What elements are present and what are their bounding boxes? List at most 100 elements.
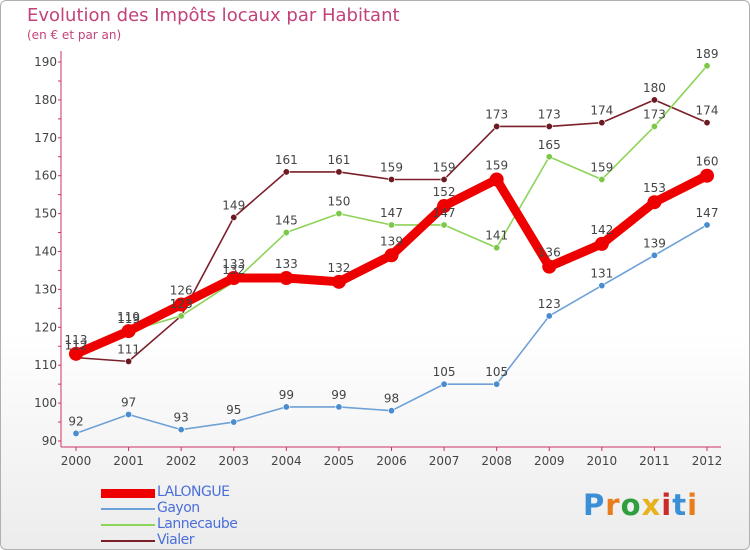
data-point-gayon [177, 426, 185, 434]
data-label-gayon: 99 [279, 388, 294, 402]
data-label-lalongue: 119 [117, 310, 140, 324]
data-point-gayon [335, 403, 343, 411]
data-label-gayon: 97 [121, 395, 136, 409]
data-label-vialer: 173 [485, 107, 508, 121]
x-tick-label: 2011 [639, 454, 670, 468]
data-label-lalongue: 160 [696, 155, 719, 169]
data-label-lalongue: 152 [433, 185, 456, 199]
data-label-vialer: 161 [327, 153, 350, 167]
data-label-gayon: 93 [174, 411, 189, 425]
data-point-lannecaube [493, 244, 501, 252]
data-point-gayon [493, 380, 501, 388]
data-point-lalongue [542, 259, 557, 274]
legend-label-vialer: Vialer [157, 532, 195, 548]
data-point-gayon [387, 407, 395, 415]
y-tick-label: 160 [34, 169, 57, 183]
data-label-lannecaube: 159 [590, 160, 613, 174]
legend-swatch-gayon [101, 508, 155, 510]
data-label-lalongue: 126 [170, 284, 193, 298]
x-tick-label: 2002 [166, 454, 197, 468]
data-label-gayon: 99 [331, 388, 346, 402]
data-label-lalongue: 132 [327, 261, 350, 275]
data-point-lalongue [279, 271, 294, 286]
data-point-lannecaube [703, 62, 711, 70]
x-tick-label: 2010 [587, 454, 618, 468]
logo-letter: t [672, 488, 688, 522]
x-tick-label: 2003 [218, 454, 249, 468]
data-label-lannecaube: 119 [117, 312, 140, 326]
x-tick-label: 2006 [376, 454, 407, 468]
data-label-lannecaube: 145 [275, 214, 298, 228]
data-point-vialer [125, 357, 133, 365]
data-point-lalongue [121, 324, 136, 339]
data-label-vialer: 159 [380, 160, 403, 174]
data-label-gayon: 105 [433, 365, 456, 379]
logo-letter: P [583, 488, 606, 522]
data-point-lannecaube [387, 221, 395, 229]
legend-label-lannecaube: Lannecaube [157, 516, 238, 532]
data-point-lalongue [69, 346, 83, 361]
data-label-lannecaube: 150 [327, 195, 350, 209]
legend-swatch-lalongue [101, 489, 155, 498]
logo-letter: i [661, 488, 673, 522]
data-label-gayon: 95 [226, 403, 241, 417]
data-label-lannecaube: 141 [485, 229, 508, 243]
data-label-vialer: 159 [433, 160, 456, 174]
data-point-vialer [387, 175, 395, 183]
legend-item-lalongue: LALONGUE [101, 484, 301, 501]
legend-label-gayon: Gayon [157, 500, 200, 516]
data-point-lalongue [174, 297, 189, 312]
chart-subtitle: (en € et par an) [27, 28, 122, 42]
data-point-gayon [703, 221, 711, 229]
data-point-vialer [493, 122, 501, 130]
data-label-lannecaube: 165 [538, 138, 561, 152]
y-tick-label: 190 [34, 55, 57, 69]
data-point-lannecaube [440, 221, 448, 229]
data-label-lalongue: 113 [65, 333, 88, 347]
chart-legend: LALONGUE Gayon Lannecaube Vialer [101, 484, 301, 549]
legend-swatch-vialer [101, 540, 155, 542]
x-tick-label: 2004 [271, 454, 302, 468]
data-label-lannecaube: 147 [433, 206, 456, 220]
data-label-vialer: 180 [643, 81, 666, 95]
x-tick-label: 2012 [692, 454, 723, 468]
data-point-lalongue [384, 248, 399, 263]
data-point-gayon [282, 403, 290, 411]
data-point-lannecaube [650, 122, 658, 130]
y-tick-label: 170 [34, 131, 57, 145]
data-label-lannecaube: 132 [222, 263, 245, 277]
data-label-gayon: 98 [384, 392, 399, 406]
x-tick-label: 2005 [324, 454, 355, 468]
data-point-lalongue [226, 271, 241, 286]
x-tick-label: 2008 [481, 454, 512, 468]
y-tick-label: 130 [34, 282, 57, 296]
data-point-lannecaube [177, 312, 185, 320]
data-label-lannecaube: 147 [380, 206, 403, 220]
y-tick-label: 100 [34, 396, 57, 410]
data-label-vialer: 174 [590, 104, 613, 118]
data-point-lannecaube [598, 175, 606, 183]
data-point-lalongue [700, 168, 714, 183]
y-tick-label: 180 [34, 93, 57, 107]
logo-letter: i [687, 488, 699, 522]
data-label-lalongue: 136 [538, 246, 561, 260]
y-tick-label: 120 [34, 320, 57, 334]
data-label-vialer: 111 [117, 342, 140, 356]
data-label-vialer: 173 [538, 107, 561, 121]
data-label-lalongue: 153 [643, 181, 666, 195]
y-tick-label: 90 [42, 434, 57, 448]
chart-title: Evolution des Impôts locaux par Habitant [27, 5, 400, 26]
data-label-vialer: 112 [65, 339, 88, 353]
data-point-gayon [598, 282, 606, 290]
data-point-lalongue [437, 199, 452, 214]
legend-item-lannecaube: Lannecaube [101, 516, 301, 533]
data-label-lalongue: 142 [590, 223, 613, 237]
data-point-vialer [703, 119, 711, 127]
data-point-vialer [282, 168, 290, 176]
x-tick-label: 2001 [113, 454, 144, 468]
legend-label-lalongue: LALONGUE [157, 484, 230, 500]
data-label-lalongue: 139 [380, 234, 403, 248]
x-tick-label: 2009 [534, 454, 565, 468]
y-tick-label: 150 [34, 207, 57, 221]
